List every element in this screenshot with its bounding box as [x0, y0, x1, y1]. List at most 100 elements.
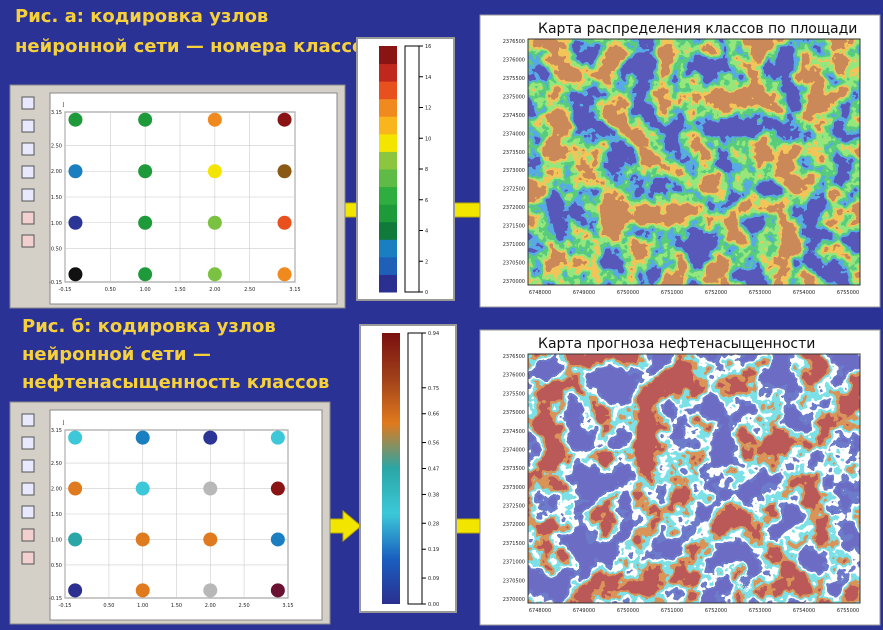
colorbar-tick-label: 6 [425, 198, 428, 204]
toolbar-icon [22, 166, 34, 178]
map-x-tick-label: 6753000 [749, 290, 771, 296]
toolbar-icon [22, 414, 34, 426]
map-x-tick-label: 6753000 [749, 608, 771, 614]
x-tick-label: 1.50 [171, 603, 182, 609]
toolbar-icon [22, 483, 34, 495]
colorbar-tick-label: 0.09 [428, 576, 439, 582]
map-y-tick-label: 2370500 [503, 261, 525, 267]
y-tick-label: -0.15 [49, 596, 62, 602]
node [138, 267, 152, 281]
map-y-tick-label: 2373500 [503, 466, 525, 472]
node [68, 482, 82, 496]
map-y-tick-label: 2372000 [503, 205, 525, 211]
toolbar-icon [22, 97, 34, 109]
axis-label: J [62, 420, 64, 426]
colorbar-segment [379, 239, 397, 257]
axis-label: J [62, 102, 64, 108]
map-image [528, 39, 860, 285]
map-y-tick-label: 2374500 [503, 429, 525, 435]
toolbar-icon [22, 552, 34, 564]
node [138, 216, 152, 230]
map-y-tick-label: 2376500 [503, 39, 525, 45]
node [136, 431, 150, 445]
colorbar-tick-label: 12 [425, 106, 431, 112]
colorbar-axis [408, 333, 422, 604]
map-x-tick-label: 6751000 [661, 290, 683, 296]
x-tick-label: 3.15 [289, 287, 300, 293]
colorbar-segment [379, 99, 397, 117]
node [68, 431, 82, 445]
map-title: Карта прогноза нефтенасыщенности [538, 336, 815, 352]
colorbar-tick-label: 0.47 [428, 467, 439, 473]
node [203, 482, 217, 496]
node [208, 164, 222, 178]
node [271, 532, 285, 546]
node [208, 216, 222, 230]
colorbar-axis [405, 46, 419, 292]
map-y-tick-label: 2374500 [503, 113, 525, 119]
map-x-tick-label: 6755000 [837, 608, 859, 614]
colorbar-strip [382, 333, 400, 604]
node [271, 482, 285, 496]
map-y-tick-label: 2375500 [503, 391, 525, 397]
colorbar-segment [379, 134, 397, 152]
colorbar-segment [379, 274, 397, 292]
map-y-tick-label: 2375500 [503, 76, 525, 82]
toolbar-icon [22, 143, 34, 155]
x-tick-label: 2.50 [239, 603, 250, 609]
y-tick-label: 2.50 [51, 461, 62, 467]
map-y-tick-label: 2370500 [503, 578, 525, 584]
node [271, 431, 285, 445]
map-y-tick-label: 2375000 [503, 410, 525, 416]
colorbar-tick-label: 0.00 [428, 602, 439, 608]
colorbar-tick-label: 0.75 [428, 386, 439, 392]
colorbar-segment [379, 46, 397, 64]
node [208, 113, 222, 127]
colorbar-tick-label: 4 [425, 229, 428, 235]
node [68, 164, 82, 178]
map-y-tick-label: 2372500 [503, 187, 525, 193]
colorbar-tick-label: 0.38 [428, 492, 439, 498]
node [278, 113, 292, 127]
node [203, 532, 217, 546]
figure-title: нейронной сети — [22, 344, 211, 365]
map-x-tick-label: 6750000 [617, 608, 639, 614]
figure-title: Рис. б: кодировка узлов [22, 316, 276, 337]
x-tick-label: -0.15 [59, 287, 72, 293]
y-tick-label: 1.00 [51, 537, 62, 543]
colorbar-segment [379, 169, 397, 187]
map-x-tick-label: 6754000 [793, 608, 815, 614]
map-y-tick-label: 2374000 [503, 447, 525, 453]
x-tick-label: -0.15 [59, 603, 72, 609]
map-y-tick-label: 2371500 [503, 224, 525, 230]
colorbar-tick-label: 0.19 [428, 547, 439, 553]
toolbar-icon [22, 120, 34, 132]
colorbar-segment [379, 81, 397, 99]
map-y-tick-label: 2370000 [503, 597, 525, 603]
x-tick-label: 2.00 [209, 287, 220, 293]
y-tick-label: -0.15 [49, 280, 62, 286]
toolbar-icon [22, 506, 34, 518]
colorbar-tick-label: 0.66 [428, 412, 439, 418]
map-y-tick-label: 2371000 [503, 242, 525, 248]
map-x-tick-label: 6748000 [529, 290, 551, 296]
toolbar-icon [22, 460, 34, 472]
node [136, 583, 150, 597]
toolbar-icon [22, 212, 34, 224]
y-tick-label: 1.50 [51, 512, 62, 518]
y-tick-label: 2.00 [51, 487, 62, 493]
x-tick-label: 1.50 [174, 287, 185, 293]
x-tick-label: 1.00 [140, 287, 151, 293]
node [138, 164, 152, 178]
node [278, 164, 292, 178]
node [278, 216, 292, 230]
node [278, 267, 292, 281]
map-y-tick-label: 2376000 [503, 57, 525, 63]
x-tick-label: 1.00 [137, 603, 148, 609]
map-y-tick-label: 2371000 [503, 560, 525, 566]
map-image [528, 354, 860, 603]
colorbar-segment [379, 151, 397, 169]
y-tick-label: 3.15 [51, 428, 62, 434]
node [203, 583, 217, 597]
map-x-tick-label: 6752000 [705, 608, 727, 614]
